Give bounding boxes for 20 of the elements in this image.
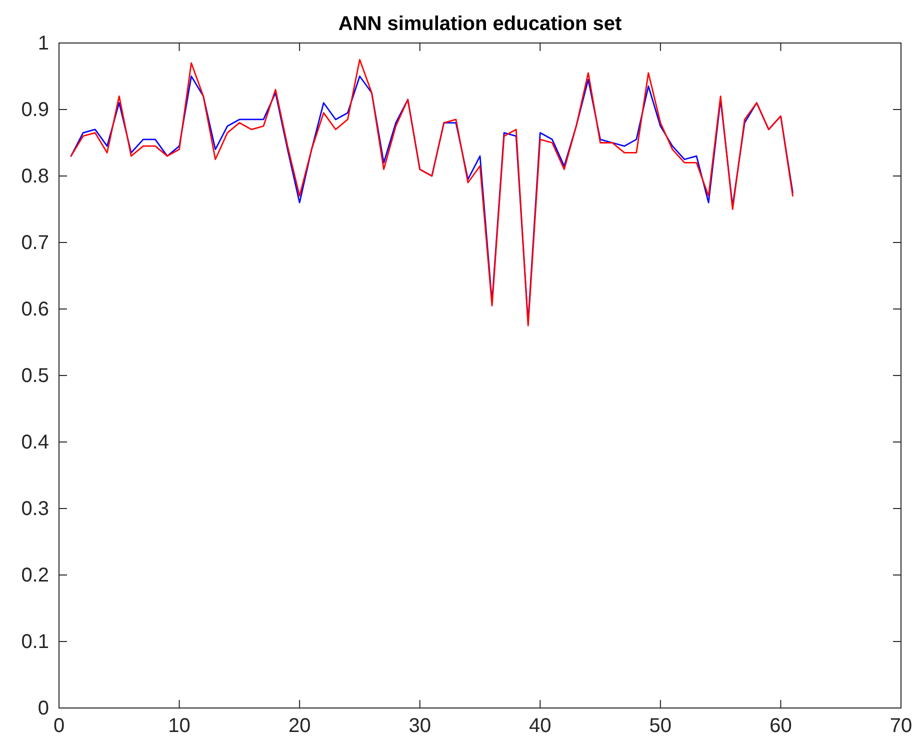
y-tick-label: 0 [38,697,49,720]
chart-title: ANN simulation education set [338,13,622,35]
x-tick-label: 30 [408,715,431,738]
x-tick-label: 70 [890,715,912,738]
x-tick-label: 60 [770,715,792,738]
y-tick-label: 0.9 [21,98,49,121]
y-tick-label: 0.4 [21,431,49,454]
x-tick-label: 0 [53,715,65,738]
y-tick-label: 0.2 [21,564,49,586]
x-tick-label: 40 [529,715,552,738]
x-tick-label: 20 [288,715,311,738]
y-tick-label: 0.5 [21,364,49,387]
y-tick-label: 0.1 [21,630,49,653]
y-tick-label: 0.7 [21,232,49,254]
x-tick-label: 50 [649,715,672,738]
y-tick-label: 0.8 [21,165,49,188]
y-tick-label: 0.6 [21,298,49,320]
y-tick-label: 0.3 [21,498,49,520]
x-tick-label: 10 [168,715,190,738]
y-tick-label: 1 [38,32,49,54]
